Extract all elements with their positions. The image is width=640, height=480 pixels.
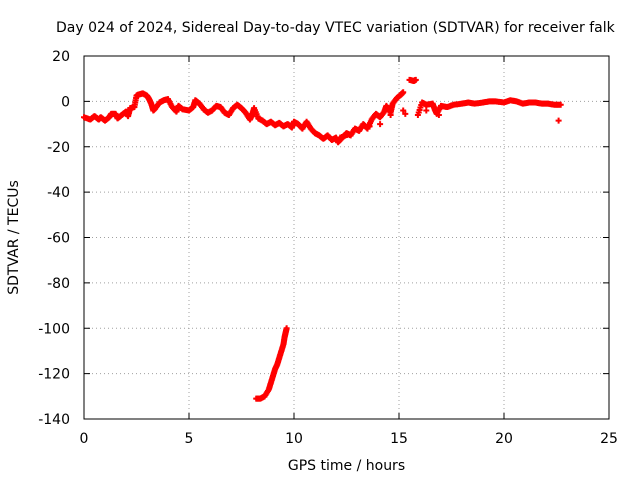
y-tick-label: -140	[38, 412, 70, 428]
data-point	[337, 134, 344, 141]
data-point	[400, 89, 407, 96]
y-tick-label: -40	[47, 185, 70, 201]
data-point	[387, 111, 394, 118]
data-point	[555, 117, 562, 124]
data-point	[400, 107, 407, 114]
x-tick-label: 15	[390, 431, 408, 447]
x-axis-label: GPS time / hours	[288, 458, 405, 474]
grid	[84, 56, 609, 419]
data-point	[423, 107, 430, 114]
data-points	[81, 76, 564, 402]
axis-ticks: 20 0 -20 -40 -60 -80 -100 -120 -140 0 5 10 15 20 25	[38, 49, 618, 447]
x-tick-label: 25	[600, 431, 618, 447]
data-point	[283, 325, 290, 332]
data-point	[366, 123, 373, 130]
y-tick-label: 0	[61, 94, 70, 110]
y-tick-label: -80	[47, 276, 70, 292]
data-point	[412, 76, 419, 83]
plot-frame	[83, 55, 610, 420]
x-tick-label: 20	[495, 431, 513, 447]
y-tick-label: -100	[38, 321, 70, 337]
x-tick-label: 10	[285, 431, 303, 447]
x-tick-label: 0	[80, 431, 89, 447]
data-point	[377, 121, 384, 128]
data-point	[402, 110, 409, 117]
y-tick-label: -60	[47, 231, 70, 247]
y-tick-label: -120	[38, 367, 70, 383]
x-tick-label: 5	[185, 431, 194, 447]
data-point	[435, 111, 442, 118]
y-tick-label: 20	[52, 49, 70, 65]
data-point	[557, 101, 564, 108]
data-point	[356, 126, 363, 133]
y-tick-label: -20	[47, 140, 70, 156]
y-axis-label: SDTVAR / TECUs	[6, 180, 22, 295]
chart-title: Day 024 of 2024, Sidereal Day-to-day VTE…	[56, 20, 616, 36]
